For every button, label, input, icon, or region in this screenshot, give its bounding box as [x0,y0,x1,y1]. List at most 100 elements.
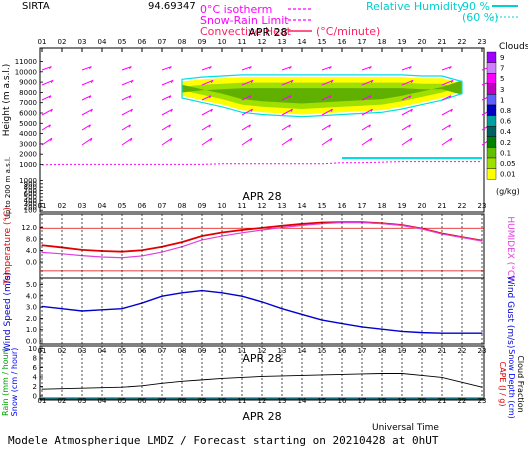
humidex-point [421,228,423,230]
hour-label: 06 [138,347,147,355]
hour-label: 19 [398,38,407,46]
wind-arrow-head [449,66,452,70]
wind-arrow-head [330,108,333,113]
wind-arrow [441,108,453,116]
wind-arrow-head [330,80,334,83]
wind-arrow-head [90,137,93,142]
lowheight-tick: 900 [24,180,37,188]
hour-label: 09 [198,397,207,405]
wind-arrow-head [49,66,52,70]
wind-arrow-head [170,80,174,83]
humidex-point [41,251,43,253]
hour-label: 15 [318,202,327,210]
wind-arrow-head [129,66,132,70]
wind-arrow-head [450,137,453,142]
wind-arrow [41,66,52,71]
cloud-scale-swatch [486,83,497,95]
hour-label: 23 [478,38,487,46]
temp-tick: 12.0 [21,224,37,232]
hour-label: 05 [118,397,127,405]
hour-label: 20 [418,202,427,210]
lowheight-tick: 700 [24,187,37,195]
wind-arrow [161,108,173,116]
date-label-precip: APR 28 [242,352,281,365]
cloud-scale-label: 0.6 [500,118,512,126]
hour-label: 06 [138,202,147,210]
date-label-temp: APR 28 [242,190,281,203]
hour-label: 20 [418,38,427,46]
wind-arrow-head [50,80,54,83]
wind-arrow [241,79,254,86]
hour-label: 18 [378,347,387,355]
cloud-fraction-point [41,388,43,390]
wind-arrow-head [210,80,214,83]
wind-arrow [321,137,333,146]
hour-label: 18 [378,38,387,46]
legend-convective-unit: (°C/minute) [316,25,380,38]
hour-label: 21 [438,38,447,46]
isotherm-line [41,161,482,166]
hour-label: 02 [58,397,67,405]
wind-arrow [41,124,51,131]
lowheight-tick: 300 [24,200,37,208]
cloud-scale-label: 7 [500,65,504,73]
wind-arrow-head [210,108,213,113]
height-tick: 11000 [15,58,37,66]
cloud-scale-swatch [486,125,497,137]
cloud-scale-swatch [486,72,497,84]
wind-arrow-head [168,95,172,99]
wind-arrow-head [209,66,212,70]
wind-speed-point [121,308,123,310]
snow-ylabel: Snow (cm / hour) [10,348,19,417]
wind-arrow-head [288,124,291,128]
wind-arrow-head [368,95,372,99]
wind-arrow [81,95,92,101]
humidex-point [301,224,303,226]
cloud-scale-label: 1 [500,96,504,104]
wind-arrow [241,124,251,131]
wind-arrow-head [208,124,211,128]
hour-label: 05 [118,202,127,210]
wind-arrow-head [410,137,413,142]
lowheight-tick: 500 [24,194,37,202]
temp-tick: 8.0 [26,236,37,244]
wind-arrow [201,95,212,101]
wind-arrow-head [168,124,171,128]
rh90-contour [181,74,463,118]
height-tick: 2000 [19,151,37,159]
wind-arrow [281,66,292,71]
wind-arrow-head [328,124,331,128]
hour-label: 01 [38,347,47,355]
wind-arrow-head [290,80,294,83]
date-label-top: APR 28 [248,26,287,39]
hour-label: 07 [158,347,167,355]
cloud-fraction-point [61,388,63,390]
hour-label: 16 [338,397,347,405]
wind-speed-point [281,308,283,310]
wind-speed-point [181,292,183,294]
precip-tick: 10 [28,345,37,353]
wind-tick: 1.0 [26,326,37,334]
lowheight-tick: 1000 [19,177,37,185]
height-panel [39,47,485,213]
wind-arrow-head [48,124,51,128]
hour-label: 14 [298,202,307,210]
hour-label: 07 [158,38,167,46]
cloudfraction-ylabel: Cloud Fraction [516,355,525,412]
wind-arrow [121,95,132,101]
precip-tick: 2 [33,383,37,391]
wind-arrow-head [48,95,52,99]
cloud-scale-swatch [486,115,497,127]
wind-arrow [281,124,291,131]
hour-label: 04 [98,347,107,355]
humidex-ylabel: HUMIDEX (°C) [505,216,515,279]
wind-arrow-head [289,66,292,70]
cloud-scale-unit: (g/kg) [496,187,520,196]
hour-label: 11 [238,347,247,355]
wind-arrow [241,95,252,101]
wind-arrow [361,137,373,146]
hour-label: 04 [98,397,107,405]
station-value: 94.69347 [148,1,196,12]
wind-arrow-head [170,137,173,142]
hour-label: 17 [358,397,367,405]
